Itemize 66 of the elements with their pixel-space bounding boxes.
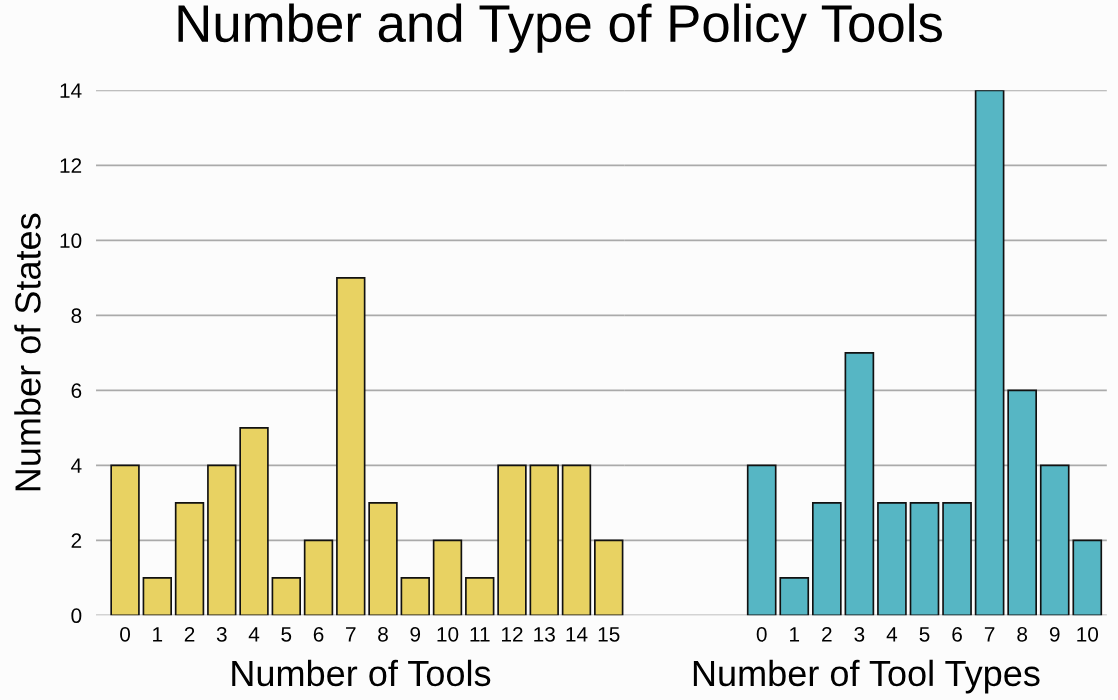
- x-tick-label: 8: [378, 626, 388, 642]
- x-tick-label: 14: [566, 627, 588, 642]
- bar: [746, 464, 777, 616]
- x-tick-label: 0: [120, 626, 131, 642]
- x-tick-label: 2: [822, 626, 832, 642]
- y-tick-label: 6: [71, 383, 82, 399]
- bar: [561, 464, 592, 616]
- y-tick-label: 12: [60, 158, 82, 173]
- bar: [1039, 464, 1070, 616]
- bar: [336, 276, 366, 616]
- y-tick-label: 10: [60, 233, 82, 249]
- y-tick-label: 4: [71, 458, 82, 473]
- bar: [432, 539, 463, 616]
- x-tick-label: 11: [470, 627, 490, 642]
- x-tick-label: 8: [1017, 626, 1028, 642]
- y-axis-title: Number of States: [14, 213, 41, 491]
- bar: [239, 426, 269, 616]
- bar: [909, 501, 940, 616]
- x-tick-label: 13: [534, 626, 555, 642]
- x-tick-label: 1: [790, 627, 800, 642]
- bar: [877, 501, 907, 616]
- x-tick-label: 10: [1077, 626, 1099, 642]
- y-tick-label: 0: [71, 608, 82, 624]
- x-tick-label: 2: [184, 626, 195, 642]
- bar: [174, 501, 205, 616]
- x-tick-label: 6: [313, 626, 324, 642]
- bar: [594, 539, 624, 616]
- x-tick-label: 1: [153, 627, 163, 642]
- x-tick-label: 5: [919, 627, 930, 642]
- x-tick-label: 12: [502, 626, 523, 642]
- bar: [400, 576, 430, 616]
- bar: [1072, 539, 1103, 616]
- bar: [271, 576, 301, 616]
- bar: [110, 464, 140, 616]
- x-tick-label: 7: [984, 627, 995, 642]
- y-tick-label: 8: [71, 308, 82, 324]
- bar: [1007, 389, 1038, 616]
- bar: [142, 576, 173, 616]
- bar: [811, 501, 842, 616]
- x-axis-title: Number of Tools: [232, 659, 491, 687]
- x-tick-label: 0: [756, 626, 767, 642]
- x-tick-label: 10: [437, 626, 459, 642]
- bar: [974, 90, 1005, 616]
- x-tick-label: 7: [346, 627, 356, 642]
- bar: [844, 351, 875, 616]
- x-tick-label: 9: [1049, 626, 1060, 642]
- x-tick-label: 3: [854, 626, 865, 642]
- y-tick-label: 2: [71, 533, 82, 548]
- x-tick-label: 4: [248, 627, 260, 642]
- bar: [497, 464, 527, 616]
- bar: [779, 576, 810, 616]
- x-tick-label: 9: [410, 626, 421, 642]
- bar: [303, 539, 334, 616]
- x-tick-label: 15: [598, 627, 620, 642]
- bar: [368, 501, 398, 616]
- bar: [465, 576, 495, 616]
- y-tick-label: 14: [60, 83, 82, 98]
- bar: [942, 501, 972, 616]
- chart-title: Number and Type of Policy Tools: [178, 3, 942, 53]
- x-tick-label: 5: [281, 627, 292, 642]
- x-tick-label: 4: [886, 627, 898, 642]
- x-tick-label: 3: [216, 626, 227, 642]
- x-tick-label: 6: [952, 626, 962, 642]
- bar: [529, 464, 559, 616]
- x-axis-title: Number of Tool Types: [693, 659, 1040, 694]
- bar: [207, 464, 237, 616]
